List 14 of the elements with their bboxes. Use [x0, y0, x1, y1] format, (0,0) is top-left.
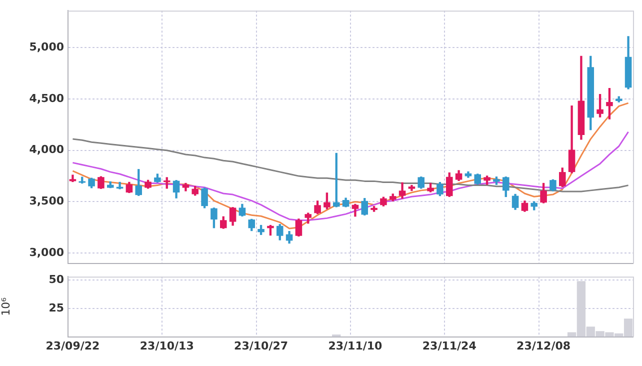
x-tick-label: 23/10/27: [234, 339, 288, 352]
x-tick-label: 23/11/24: [422, 339, 477, 352]
y-axis-title: 10⁶: [0, 296, 12, 316]
y-tick-label: 3,000: [29, 246, 64, 259]
y-tick-label: 25: [48, 301, 64, 314]
x-tick-label: 23/09/22: [46, 339, 100, 352]
y-tick-label: 4,500: [29, 92, 64, 105]
x-tick-label: 23/12/08: [516, 339, 571, 352]
x-tick-label: 23/10/13: [140, 339, 194, 352]
y-tick-label: 3,500: [29, 194, 64, 208]
x-tick-label: 23/11/10: [328, 339, 383, 352]
y-tick-label: 50: [48, 272, 64, 286]
y-tick-label: 4,000: [29, 143, 64, 156]
y-tick-label: 5,000: [29, 40, 64, 54]
